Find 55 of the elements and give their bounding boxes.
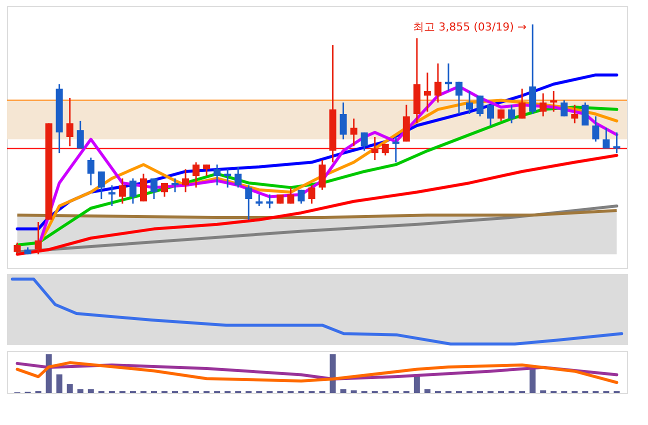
candlestick <box>571 104 578 124</box>
candlestick <box>66 97 74 147</box>
bar <box>66 384 73 393</box>
bar <box>350 390 357 393</box>
candlestick <box>308 184 316 204</box>
candlestick <box>118 178 126 204</box>
candlestick <box>108 184 116 207</box>
candlestick <box>14 242 21 255</box>
candlestick <box>172 178 179 193</box>
bar <box>530 369 536 393</box>
candlestick <box>602 127 610 150</box>
candlestick <box>87 156 94 186</box>
candlestick <box>592 116 600 142</box>
candlestick <box>476 94 484 118</box>
candlestick <box>214 164 221 186</box>
annotation: 최고 3,855 (03/19) → <box>413 20 527 34</box>
candlestick <box>298 189 305 204</box>
candlestick <box>466 90 473 115</box>
candlestick <box>161 182 168 198</box>
candlestick <box>182 168 190 193</box>
bar <box>88 389 94 393</box>
candlestick <box>508 104 516 124</box>
candlestick <box>245 184 252 220</box>
candlestick <box>487 104 494 126</box>
candlestick <box>518 88 526 120</box>
candlestick <box>434 62 442 104</box>
candlestick <box>287 186 294 204</box>
candlestick <box>129 178 136 204</box>
candlestick <box>192 162 200 188</box>
candlestick <box>392 136 400 164</box>
bar <box>56 374 62 393</box>
bar <box>540 390 546 393</box>
bar <box>424 389 430 393</box>
bar <box>330 354 336 393</box>
candlestick <box>203 164 210 177</box>
candlestick <box>360 132 368 152</box>
candlestick <box>234 166 242 188</box>
bar <box>340 389 346 393</box>
candlestick <box>350 118 358 147</box>
candlestick <box>150 178 158 200</box>
candlestick <box>540 92 547 118</box>
candlestick <box>340 102 347 140</box>
candlestick <box>582 102 589 126</box>
candlestick <box>140 173 147 202</box>
candlestick <box>76 120 84 150</box>
candlestick <box>550 90 558 112</box>
candlestick <box>455 81 462 115</box>
candlestick <box>424 72 431 112</box>
candlestick <box>98 170 105 200</box>
candlestick <box>613 132 620 154</box>
candlestick <box>318 159 326 191</box>
candlestick <box>560 99 568 118</box>
candlestick <box>371 136 378 161</box>
candlestick <box>34 221 42 255</box>
bar <box>77 389 84 393</box>
